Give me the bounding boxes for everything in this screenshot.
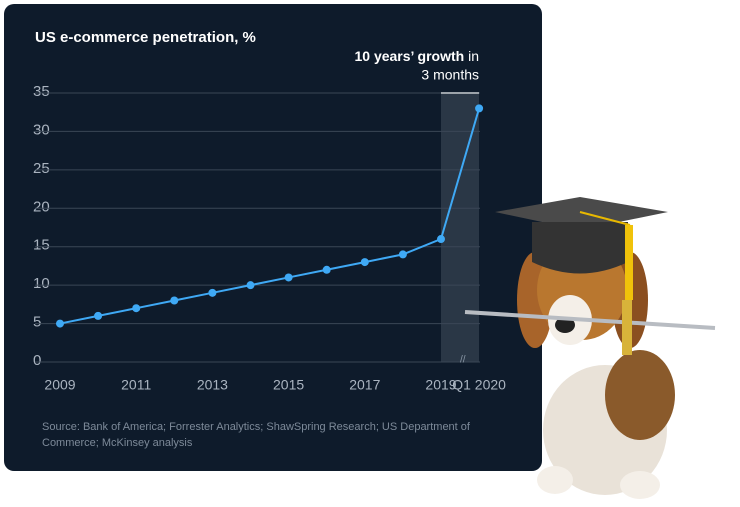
x-tick-label: Q1 2020 [452, 377, 506, 393]
x-tick-label: 2013 [197, 377, 228, 393]
annotation-text: in [468, 48, 479, 64]
point [360, 258, 369, 267]
x-tick-label: 2015 [273, 377, 304, 393]
x-tick-label: 2019 [425, 377, 456, 393]
cap [532, 222, 628, 274]
annotation: 10 years’ growth in [354, 48, 479, 64]
point [246, 281, 255, 290]
dog [464, 197, 716, 499]
dog-paw [537, 466, 573, 494]
y-tick-label: 5 [33, 314, 41, 331]
y-tick-label: 35 [33, 83, 50, 100]
source-note: Source: Bank of America; Forrester Analy… [42, 421, 470, 449]
point [132, 304, 141, 313]
plot: 0 5 10 15 20 25 30 35 2009 2011 2013 2015 2017 2019Q1… [33, 83, 506, 393]
point [398, 250, 407, 259]
cap-board [495, 197, 668, 230]
panel [4, 4, 542, 471]
tassel [625, 225, 633, 300]
y-tick-label: 20 [33, 198, 50, 215]
dog-paw [620, 471, 660, 499]
y-tick-label: 15 [33, 237, 50, 254]
point [170, 296, 179, 305]
point [475, 104, 484, 113]
point [94, 311, 103, 320]
point [208, 288, 217, 297]
y-tick-label: 25 [33, 160, 50, 177]
highlight-band [441, 93, 479, 362]
axis-break: // [460, 355, 466, 366]
annotation-emphasis: 10 years’ growth [354, 48, 464, 64]
y-tick-label: 0 [33, 352, 41, 369]
line [59, 108, 481, 325]
point [437, 235, 445, 244]
x-tick-label: 2011 [121, 377, 151, 393]
x-tick-label: 2017 [349, 377, 380, 393]
chart-title: US e-commerce penetration, % [35, 29, 256, 46]
sword-guard [622, 300, 632, 355]
point [284, 273, 293, 282]
tassel-cord [579, 211, 631, 226]
dog-nose [555, 317, 575, 333]
sword [464, 310, 716, 330]
y-tick-label: 10 [33, 275, 50, 292]
annotation-text: 3 months [421, 67, 479, 83]
x-tick-label: 2009 [44, 377, 75, 393]
y-tick-label: 30 [33, 121, 50, 138]
dog-back [605, 350, 675, 440]
point [322, 265, 331, 274]
point [56, 319, 64, 328]
